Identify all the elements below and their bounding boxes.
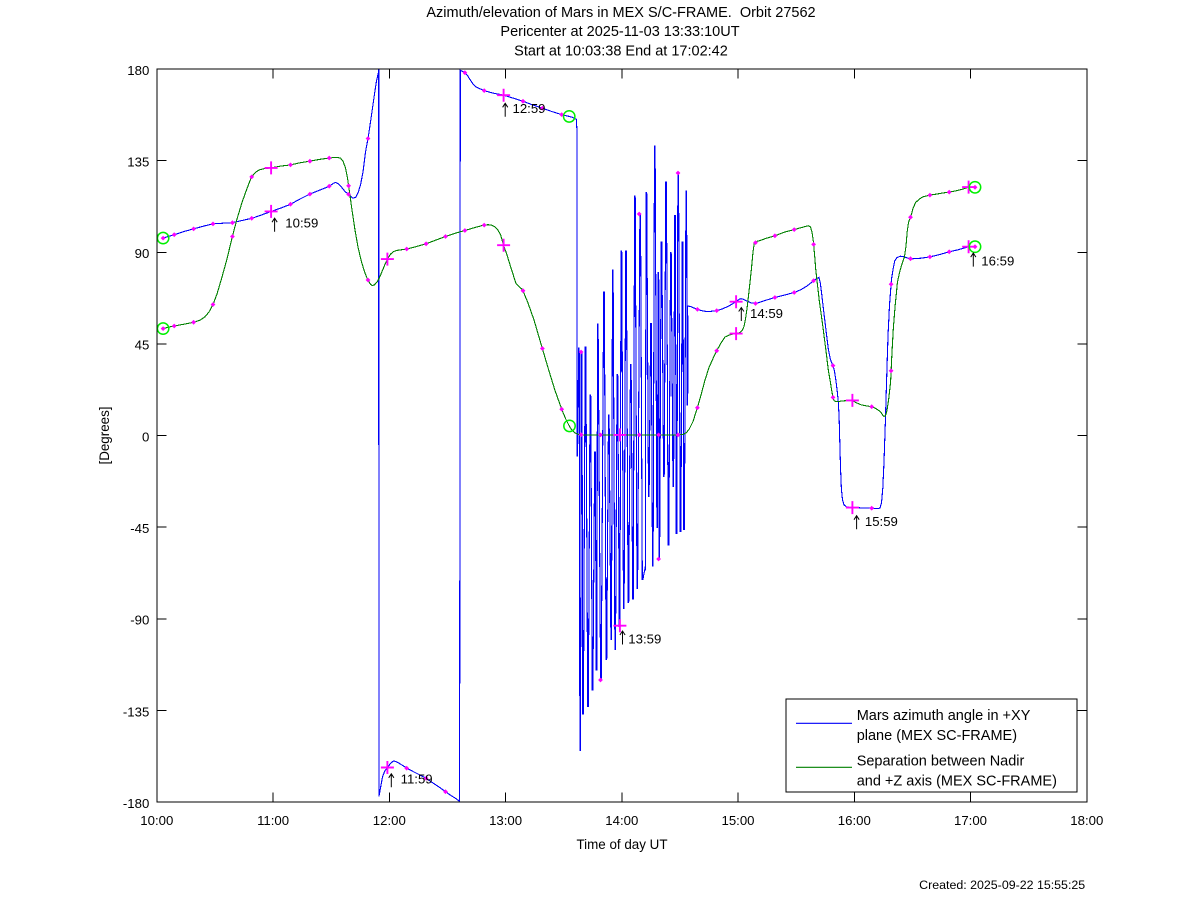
svg-text:11:00: 11:00 (257, 813, 289, 828)
svg-text:plane (MEX SC-FRAME): plane (MEX SC-FRAME) (857, 728, 1017, 744)
svg-text:and +Z axis (MEX SC-FRAME): and +Z axis (MEX SC-FRAME) (857, 774, 1057, 790)
svg-text:Created: 2025-09-22 15:55:25: Created: 2025-09-22 15:55:25 (919, 878, 1085, 892)
svg-text:Time of day UT: Time of day UT (576, 837, 667, 852)
svg-text:15:00: 15:00 (721, 813, 754, 828)
svg-text:Pericenter at 2025-11-03 13:33: Pericenter at 2025-11-03 13:33:10UT (500, 24, 739, 40)
svg-text:18:00: 18:00 (1070, 813, 1103, 828)
svg-text:Start at 10:03:38 End at 17:02: Start at 10:03:38 End at 17:02:42 (514, 43, 728, 59)
svg-text:-135: -135 (123, 704, 149, 719)
svg-text:11:59: 11:59 (401, 772, 433, 787)
svg-text:45: 45 (135, 338, 150, 353)
svg-text:12:59: 12:59 (513, 101, 546, 116)
svg-text:180: 180 (127, 63, 149, 78)
svg-text:[Degrees]: [Degrees] (97, 406, 112, 464)
svg-text:13:00: 13:00 (489, 813, 522, 828)
svg-text:90: 90 (135, 246, 150, 261)
svg-text:14:59: 14:59 (750, 306, 783, 321)
svg-text:14:00: 14:00 (605, 813, 638, 828)
svg-text:-45: -45 (130, 521, 149, 536)
svg-text:-180: -180 (123, 796, 149, 811)
svg-text:13:59: 13:59 (628, 632, 661, 647)
svg-text:Separation between Nadir: Separation between Nadir (857, 753, 1025, 769)
svg-text:10:00: 10:00 (140, 813, 173, 828)
svg-text:15:59: 15:59 (865, 514, 898, 529)
svg-text:Mars azimuth angle in +XY: Mars azimuth angle in +XY (857, 708, 1031, 724)
svg-text:16:00: 16:00 (838, 813, 871, 828)
svg-text:17:00: 17:00 (954, 813, 987, 828)
svg-text:Azimuth/elevation of Mars in M: Azimuth/elevation of Mars in MEX S/C-FRA… (426, 5, 815, 21)
svg-text:135: 135 (127, 154, 149, 169)
svg-text:16:59: 16:59 (981, 254, 1014, 269)
svg-text:-90: -90 (130, 613, 149, 628)
svg-text:10:59: 10:59 (285, 216, 318, 231)
svg-text:12:00: 12:00 (373, 813, 406, 828)
svg-text:0: 0 (142, 429, 149, 444)
